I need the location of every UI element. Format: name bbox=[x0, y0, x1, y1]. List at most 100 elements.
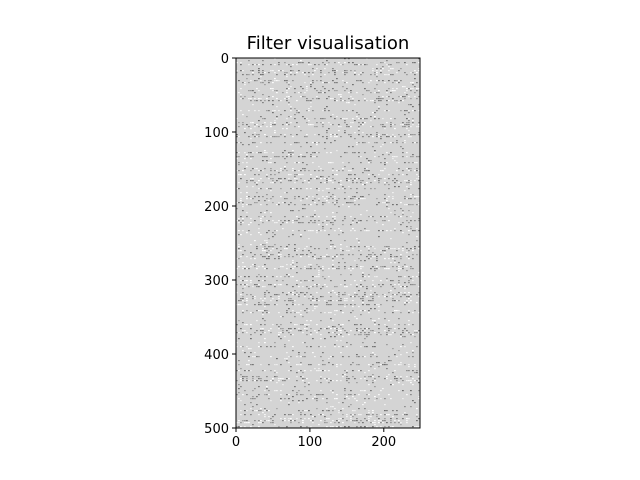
heatmap-pixel bbox=[268, 162, 270, 164]
heatmap-pixel bbox=[412, 370, 414, 372]
heatmap-pixel bbox=[292, 260, 294, 262]
heatmap-pixel bbox=[360, 286, 362, 288]
heatmap-pixel bbox=[258, 274, 260, 276]
heatmap-pixel bbox=[264, 240, 266, 242]
heatmap-pixel bbox=[380, 216, 382, 218]
heatmap-pixel bbox=[378, 202, 380, 204]
heatmap-pixel bbox=[346, 118, 348, 120]
heatmap-pixel bbox=[334, 198, 336, 200]
heatmap-pixel bbox=[286, 74, 288, 76]
heatmap-pixel bbox=[294, 220, 296, 222]
heatmap-pixel bbox=[266, 136, 268, 138]
heatmap-pixel bbox=[364, 426, 366, 428]
heatmap-pixel bbox=[410, 104, 412, 106]
heatmap-pixel bbox=[240, 224, 242, 226]
heatmap-pixel bbox=[250, 122, 252, 124]
heatmap-pixel bbox=[238, 392, 240, 394]
heatmap-pixel bbox=[364, 228, 366, 230]
heatmap-pixel bbox=[344, 132, 346, 134]
heatmap-pixel bbox=[406, 204, 408, 206]
heatmap-pixel bbox=[366, 210, 368, 212]
heatmap-pixel bbox=[408, 96, 410, 98]
heatmap-pixel bbox=[384, 82, 386, 84]
heatmap-pixel bbox=[238, 122, 240, 124]
heatmap-pixel bbox=[408, 130, 410, 132]
heatmap-pixel bbox=[308, 62, 310, 64]
heatmap-pixel bbox=[306, 198, 308, 200]
heatmap-pixel bbox=[406, 88, 408, 90]
heatmap-pixel bbox=[364, 230, 366, 232]
heatmap-pixel bbox=[242, 380, 244, 382]
heatmap-pixel bbox=[376, 76, 378, 78]
heatmap-pixel bbox=[298, 62, 300, 64]
heatmap-pixel bbox=[418, 398, 420, 400]
heatmap-pixel bbox=[342, 422, 344, 424]
heatmap-pixel bbox=[290, 366, 292, 368]
heatmap-pixel bbox=[244, 352, 246, 354]
heatmap-pixel bbox=[256, 152, 258, 154]
heatmap-pixel bbox=[310, 332, 312, 334]
heatmap-pixel bbox=[246, 280, 248, 282]
heatmap-pixel bbox=[282, 384, 284, 386]
heatmap-pixel bbox=[334, 70, 336, 72]
heatmap-pixel bbox=[312, 420, 314, 422]
heatmap-pixel bbox=[368, 142, 370, 144]
heatmap-pixel bbox=[248, 380, 250, 382]
heatmap-pixel bbox=[418, 292, 420, 294]
heatmap-pixel bbox=[326, 60, 328, 62]
heatmap-pixel bbox=[316, 80, 318, 82]
heatmap-pixel bbox=[256, 80, 258, 82]
heatmap-pixel bbox=[308, 100, 310, 102]
heatmap-pixel bbox=[356, 222, 358, 224]
heatmap-pixel bbox=[412, 88, 414, 90]
heatmap-pixel bbox=[410, 390, 412, 392]
heatmap-pixel bbox=[418, 272, 420, 274]
heatmap-pixel bbox=[242, 124, 244, 126]
heatmap-pixel bbox=[290, 330, 292, 332]
heatmap-pixel bbox=[310, 264, 312, 266]
heatmap-pixel bbox=[358, 204, 360, 206]
heatmap-pixel bbox=[320, 168, 322, 170]
heatmap-pixel bbox=[356, 80, 358, 82]
heatmap-pixel bbox=[400, 376, 402, 378]
heatmap-pixel bbox=[292, 136, 294, 138]
heatmap-pixel bbox=[238, 250, 240, 252]
heatmap-pixel bbox=[266, 380, 268, 382]
heatmap-pixel bbox=[342, 80, 344, 82]
heatmap-pixel bbox=[272, 88, 274, 90]
heatmap-pixel bbox=[324, 378, 326, 380]
heatmap-pixel bbox=[310, 220, 312, 222]
heatmap-pixel bbox=[262, 422, 264, 424]
heatmap-pixel bbox=[338, 130, 340, 132]
heatmap-pixel bbox=[410, 248, 412, 250]
heatmap-pixel bbox=[298, 170, 300, 172]
heatmap-pixel bbox=[412, 350, 414, 352]
heatmap-pixel bbox=[354, 422, 356, 424]
heatmap-pixel bbox=[402, 380, 404, 382]
heatmap-pixel bbox=[330, 246, 332, 248]
heatmap-pixel bbox=[264, 410, 266, 412]
heatmap-pixel bbox=[404, 294, 406, 296]
heatmap-pixel bbox=[322, 276, 324, 278]
heatmap-pixel bbox=[342, 224, 344, 226]
heatmap-pixel bbox=[278, 252, 280, 254]
heatmap-pixel bbox=[270, 300, 272, 302]
heatmap-pixel bbox=[358, 250, 360, 252]
heatmap-pixel bbox=[418, 122, 420, 124]
heatmap-pixel bbox=[336, 374, 338, 376]
heatmap-pixel bbox=[418, 218, 420, 220]
heatmap-pixel bbox=[242, 254, 244, 256]
heatmap-pixel bbox=[418, 312, 420, 314]
heatmap-pixel bbox=[238, 426, 240, 428]
heatmap-pixel bbox=[352, 410, 354, 412]
heatmap-pixel bbox=[384, 168, 386, 170]
heatmap-pixel bbox=[414, 330, 416, 332]
heatmap-pixel bbox=[320, 288, 322, 290]
heatmap-pixel bbox=[368, 312, 370, 314]
heatmap-pixel bbox=[392, 82, 394, 84]
heatmap-pixel bbox=[386, 64, 388, 66]
heatmap-pixel bbox=[418, 380, 420, 382]
heatmap-pixel bbox=[400, 230, 402, 232]
heatmap-pixel bbox=[276, 136, 278, 138]
heatmap-pixel bbox=[310, 328, 312, 330]
